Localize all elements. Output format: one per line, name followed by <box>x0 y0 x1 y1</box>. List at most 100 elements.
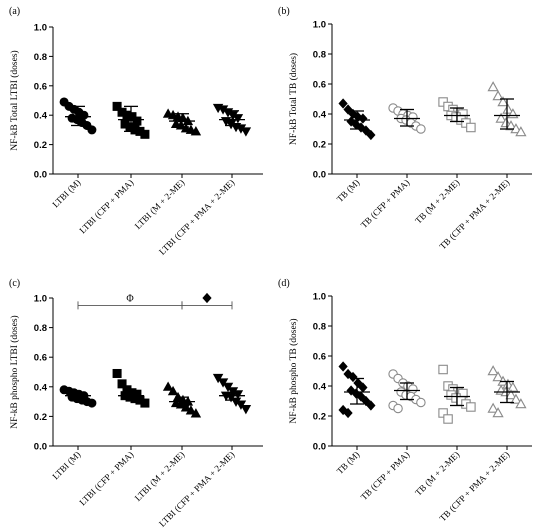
panel-label: (a) <box>9 6 20 17</box>
panel-a: (a) NF-kB Total LTBI (doses) 0.0 0.2 0.4 0.6 0… <box>9 6 263 257</box>
y-tick-label: 0.0 <box>313 170 326 181</box>
y-tick-label: 0.4 <box>34 111 48 122</box>
data-point <box>356 391 366 402</box>
y-tick-label: 0.2 <box>313 140 326 151</box>
y-tick-label: 0.0 <box>34 442 47 453</box>
y-axis-label: NF-kB Total LTBI (doses) <box>9 50 20 150</box>
data-point <box>140 129 150 139</box>
category-label: TB (M) <box>335 449 362 476</box>
category-label: LTBI (M) <box>50 449 82 481</box>
data-point <box>190 408 202 418</box>
data-point <box>353 377 363 389</box>
data-point <box>502 378 514 389</box>
data-point <box>507 381 519 392</box>
data-point <box>505 120 517 131</box>
data-point <box>515 126 527 137</box>
data-point <box>112 368 122 378</box>
y-tick-label: 0.8 <box>34 323 47 334</box>
data-point <box>495 112 507 123</box>
data-point <box>177 112 189 123</box>
y-tick-label: 0.4 <box>34 382 48 393</box>
data-point <box>487 365 499 376</box>
data-point <box>438 408 448 418</box>
data-point <box>190 126 202 136</box>
y-tick-label: 1.0 <box>313 20 326 31</box>
data-point <box>87 398 97 408</box>
data-point <box>366 129 376 141</box>
data-point <box>140 398 150 408</box>
data-point <box>343 104 353 115</box>
y-tick-label: 0.2 <box>34 140 47 151</box>
data-point <box>338 361 348 372</box>
y-tick-label: 0.6 <box>34 81 47 92</box>
category-label: LTBI (M) <box>50 177 82 209</box>
data-point <box>117 379 127 389</box>
panel-d: (d) NF-kB phospho TB (doses) 0.0 0.2 0.4 0.6 0… <box>278 278 532 523</box>
y-tick-label: 0.6 <box>34 353 47 364</box>
data-point <box>162 381 174 391</box>
data-point <box>366 400 376 411</box>
category-label: TB (M + 2-ME) <box>413 449 461 497</box>
data-point <box>492 407 504 418</box>
data-point <box>185 405 197 415</box>
y-axis-label: NF-kB Total TB (doses) <box>288 53 299 145</box>
data-point <box>487 81 499 92</box>
data-point <box>438 364 448 375</box>
panel-c: (c) NF-kB phospho LTBI (doses) 0.0 0.2 0.4 0.… <box>9 278 263 529</box>
significance-marker <box>202 292 212 304</box>
y-tick-label: 0.6 <box>313 80 326 91</box>
y-tick-label: 1.0 <box>34 23 47 34</box>
data-point <box>356 122 366 133</box>
category-label: LTBI (M + 2-ME) <box>133 177 187 231</box>
y-tick-label: 1.0 <box>313 292 326 303</box>
data-point <box>393 403 403 414</box>
data-point <box>338 98 348 109</box>
data-point <box>443 414 453 424</box>
data-point <box>492 371 504 382</box>
data-point <box>487 402 499 413</box>
y-tick-label: 0.4 <box>313 382 327 393</box>
data-point <box>500 117 512 128</box>
data-point <box>240 127 252 137</box>
data-point <box>112 101 122 111</box>
data-point <box>232 114 244 124</box>
y-tick-label: 1.0 <box>34 294 47 305</box>
category-label: TB (M + 2-ME) <box>413 177 461 225</box>
data-point <box>510 393 522 404</box>
category-label: TB (CFP + PMA) <box>359 177 412 230</box>
panel-label: (d) <box>278 278 290 289</box>
panel-label: (c) <box>9 278 20 289</box>
y-tick-label: 0.8 <box>313 322 326 333</box>
data-point <box>348 371 358 383</box>
data-point <box>505 389 517 400</box>
y-tick-label: 0.6 <box>313 352 326 363</box>
category-label: LTBI (CFP + PMA) <box>77 177 135 235</box>
panel-b: (b) NF-kB Total TB (doses) 0.0 0.2 0.4 0.6 0.8… <box>278 6 532 251</box>
significance-label: Φ <box>126 293 133 304</box>
data-point <box>492 90 504 101</box>
panel-label: (b) <box>278 6 290 17</box>
data-point <box>180 402 192 412</box>
data-point <box>497 96 509 107</box>
data-point <box>87 125 97 135</box>
data-point <box>515 398 527 409</box>
category-label: LTBI (CFP + PMA) <box>77 449 135 507</box>
data-point <box>466 122 476 133</box>
y-tick-label: 0.8 <box>313 50 326 61</box>
y-tick-label: 0.0 <box>34 170 47 181</box>
category-label: LTBI (M + 2-ME) <box>133 449 187 503</box>
y-tick-label: 0.2 <box>34 412 47 423</box>
data-point <box>132 116 142 126</box>
data-point <box>343 407 353 419</box>
category-label: TB (CFP + PMA) <box>359 449 412 502</box>
y-tick-label: 0.2 <box>313 412 326 423</box>
data-point <box>240 404 252 415</box>
data-point <box>416 397 426 408</box>
y-axis-label: NF-kB phospho LTBI (doses) <box>9 315 20 428</box>
data-point <box>167 385 179 396</box>
y-tick-label: 0.4 <box>313 110 327 121</box>
y-axis-label: NF-kB phospho TB (doses) <box>288 318 299 423</box>
y-tick-label: 0.0 <box>313 442 326 453</box>
data-point <box>358 113 368 124</box>
